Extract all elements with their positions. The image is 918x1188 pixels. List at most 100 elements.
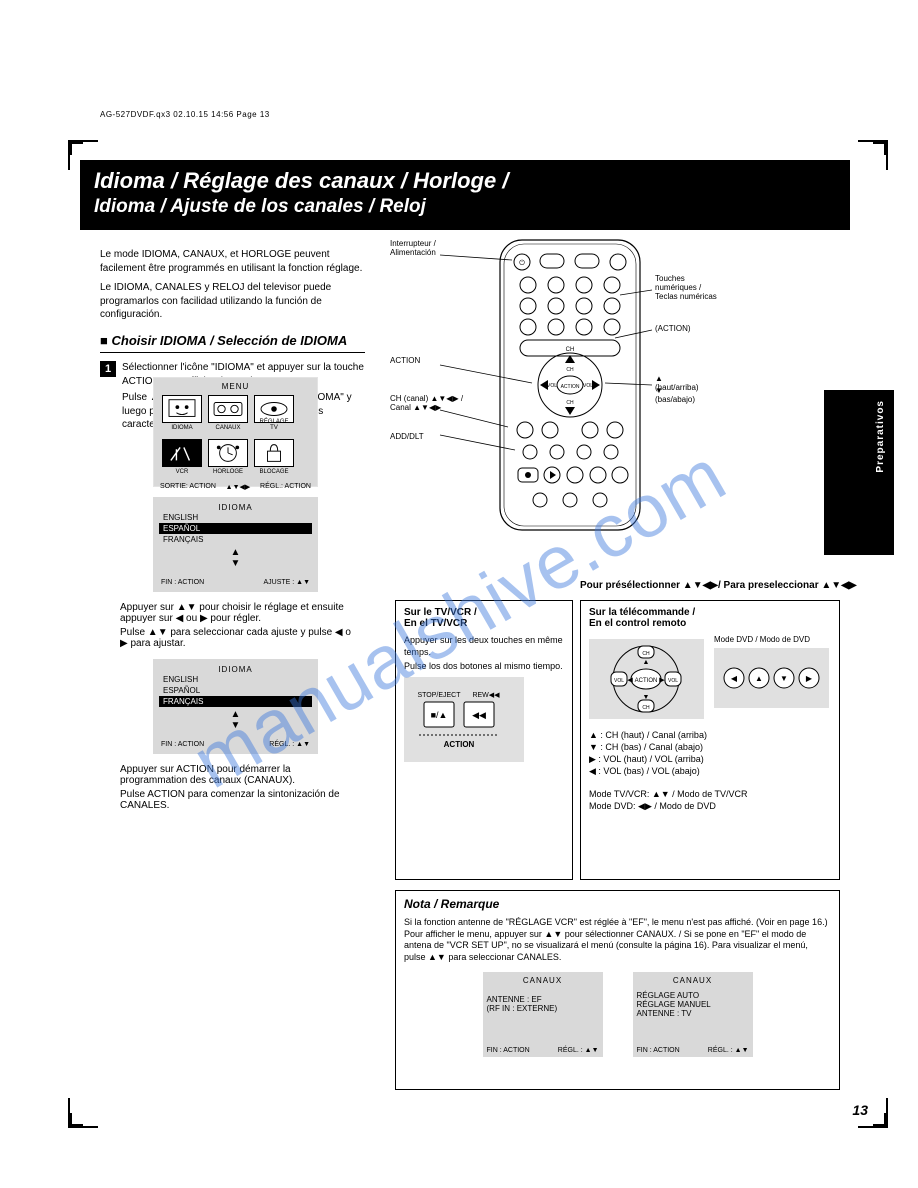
between-es: Pulse ▲▼ para seleccionar cada ajuste y … xyxy=(120,627,360,649)
remote-label-numeric: Touches numériques / Teclas numéricas xyxy=(655,275,735,301)
svg-text:VOL: VOL xyxy=(547,383,557,389)
g2-title: CANAUX xyxy=(637,976,749,985)
svg-text:▲: ▲ xyxy=(643,659,650,666)
box-title: Sur la télécommande / En el control remo… xyxy=(589,607,831,629)
osd-foot-right: RÉGL.: ACTION xyxy=(260,483,311,491)
osd-row-highlight: ESPAÑOL xyxy=(159,523,312,534)
remote-label-action2: (ACTION) xyxy=(655,325,691,334)
g1-row: (RF IN : EXTERNE) xyxy=(487,1004,599,1013)
g2-foot-r: RÉGL. : ▲▼ xyxy=(708,1047,749,1054)
foot-left: FIN : ACTION xyxy=(161,579,204,586)
svg-text:VOL: VOL xyxy=(583,383,593,389)
nota-title: Nota / Remarque xyxy=(404,897,831,911)
osd-footer: FIN : ACTION RÉGL. : ▲▼ xyxy=(153,741,318,752)
remote-label-adddlt: ADD/DLT xyxy=(390,433,424,442)
osd-row: FRANÇAIS xyxy=(153,534,318,545)
between-text-1: Appuyer sur ▲▼ pour choisir le réglage e… xyxy=(120,602,360,649)
between-fr: Appuyer sur ACTION pour démarrer la prog… xyxy=(120,764,360,786)
remote-diagram: ⏻ CH xyxy=(450,235,650,535)
osd-row-highlight: FRANÇAIS xyxy=(159,696,312,707)
icon-label: RÉGLAGE TV xyxy=(255,419,293,431)
svg-text:ACTION: ACTION xyxy=(635,678,658,684)
mode-lines: Mode TV/VCR: ▲▼ / Modo de TV/VCR Mode DV… xyxy=(589,788,831,812)
mode-line1: Mode TV/VCR: ▲▼ / Modo de TV/VCR xyxy=(589,788,831,800)
g2-foot-l: FIN : ACTION xyxy=(637,1047,680,1054)
svg-text:ACTION: ACTION xyxy=(444,740,475,749)
g2-row: RÉGLAGE AUTO xyxy=(637,991,749,1000)
btn-stop-label: STOP/EJECT xyxy=(417,692,461,699)
svg-text:⏻: ⏻ xyxy=(519,259,525,267)
arrow-legend: ▲ : CH (haut) / Canal (arriba) ▼ : CH (b… xyxy=(589,729,831,778)
panel-stop-rew: STOP/EJECT REW◀◀ ■/▲ ◀◀ ACTION xyxy=(404,677,524,762)
legend-line: ▼ : CH (bas) / Canal (abajo) xyxy=(589,741,831,753)
svg-text:CH: CH xyxy=(566,367,574,373)
svg-text:VOL: VOL xyxy=(668,678,678,684)
crop-mark xyxy=(873,1113,888,1128)
row-text: FRANÇAIS xyxy=(163,697,203,706)
row-text: ESPAÑOL xyxy=(163,686,200,695)
osd-footer: FIN : ACTION AJUSTE : ▲▼ xyxy=(153,579,318,590)
osd-icon-reglage-vcr: RÉGLAGE VCR xyxy=(162,439,202,467)
between-text-2: Appuyer sur ACTION pour démarrer la prog… xyxy=(120,764,360,811)
osd-icon-row-2: RÉGLAGE VCR HORLOGE BLOCAGE xyxy=(154,435,317,471)
foot-left: FIN : ACTION xyxy=(161,741,204,748)
step-number: 1 xyxy=(100,361,116,377)
icon-label: HORLOGE xyxy=(209,469,247,475)
svg-text:▲: ▲ xyxy=(755,674,763,683)
g2-row: ANTENNE : TV xyxy=(637,1009,749,1018)
g1-foot-l: FIN : ACTION xyxy=(487,1047,530,1054)
crop-mark xyxy=(68,1113,83,1128)
legend-line: ◀ : VOL (bas) / VOL (abajo) xyxy=(589,765,831,777)
osd-row: ENGLISH xyxy=(153,674,318,685)
arrow-down-icon: ▼ xyxy=(231,558,241,569)
crop-mark xyxy=(873,140,888,155)
svg-text:▶: ▶ xyxy=(806,674,813,683)
arrow-down-icon: ▼ xyxy=(231,720,241,731)
icon-label: CANAUX xyxy=(209,425,247,431)
between-fr: Appuyer sur ▲▼ pour choisir le réglage e… xyxy=(120,602,360,624)
osd-foot-arrows: ▲▼◀▶ xyxy=(216,483,260,491)
osd-foot-left: SORTIE: ACTION xyxy=(160,483,216,491)
remote-label-ch: CH (canal) ▲▼◀▶ / Canal ▲▼◀▶ xyxy=(390,395,485,413)
osd-icon-row-1: IDIOMA CANAUX RÉGLAGE TV xyxy=(154,391,317,427)
page-number: 13 xyxy=(852,1102,868,1118)
svg-text:◀◀: ◀◀ xyxy=(472,710,486,720)
row-text: ENGLISH xyxy=(163,675,198,684)
osd-icon-blocage: BLOCAGE xyxy=(254,439,294,467)
panel-dvd-arrows: ◀ ▲ ▼ ▶ xyxy=(714,648,829,708)
intro-p2: Le IDIOMA, CANALES y RELOJ del televisor… xyxy=(100,281,365,322)
remote-label-note-dn: ▼ (bas/abajo) xyxy=(655,387,695,405)
title-line-1: Idioma / Réglage des canaux / Horloge / xyxy=(94,168,836,194)
header-filename: AG-527DVDF.qx3 02.10.15 14:56 Page 13 xyxy=(100,110,270,119)
osd-icon-horloge: HORLOGE xyxy=(208,439,248,467)
svg-text:CH: CH xyxy=(566,400,574,406)
osd-row: ESPAÑOL xyxy=(153,685,318,696)
nota-grey-1: CANAUX ANTENNE : EF (RF IN : EXTERNE) FI… xyxy=(483,972,603,1057)
remote-label-action: ACTION xyxy=(390,357,420,366)
left-column: MENU IDIOMA CANAUX RÉGLAGE TV RÉGLAGE VC… xyxy=(100,377,365,821)
side-tab-label: Preparativos xyxy=(875,400,886,473)
row-text: ENGLISH xyxy=(163,513,198,522)
dvd-mode-label: Mode DVD / Modo de DVD xyxy=(714,635,831,644)
osd-icon-canaux: CANAUX xyxy=(208,395,248,423)
mode-line2: Mode DVD: ◀▶ / Modo de DVD xyxy=(589,800,831,812)
icon-label: BLOCAGE xyxy=(255,469,293,475)
row-text: FRANÇAIS xyxy=(163,535,203,544)
intro-p1: Le mode IDIOMA, CANAUX, et HORLOGE peuve… xyxy=(100,248,365,275)
g2-row: RÉGLAGE MANUEL xyxy=(637,1000,749,1009)
osd-title: MENU xyxy=(154,378,317,391)
svg-text:CH: CH xyxy=(642,651,650,657)
osd-footer: SORTIE: ACTION ▲▼◀▶ RÉGL.: ACTION xyxy=(154,481,317,495)
box-tv-vcr: Sur le TV/VCR / En el TV/VCR Appuyer sur… xyxy=(395,600,573,880)
between-es: Pulse ACTION para comenzar la sintonizac… xyxy=(120,789,360,811)
subtitle-text: Choisir IDIOMA / Selección de IDIOMA xyxy=(111,333,347,348)
svg-text:■/▲: ■/▲ xyxy=(431,710,448,720)
box-remote: Sur la télécommande / En el control remo… xyxy=(580,600,840,880)
osd-idioma-2: IDIOMA ENGLISH ESPAÑOL FRANÇAIS ▲ ▼ FIN … xyxy=(153,659,318,754)
nota-grey-2: CANAUX RÉGLAGE AUTO RÉGLAGE MANUEL ANTEN… xyxy=(633,972,753,1057)
foot-right: RÉGL. : ▲▼ xyxy=(269,741,310,748)
page-title-bar: Idioma / Réglage des canaux / Horloge / … xyxy=(80,160,850,230)
osd-icon-idioma: IDIOMA xyxy=(162,395,202,423)
nota-text: Si la fonction antenne de "RÉGLAGE VCR" … xyxy=(404,917,831,964)
arrow-up-icon: ▲ xyxy=(231,547,241,558)
